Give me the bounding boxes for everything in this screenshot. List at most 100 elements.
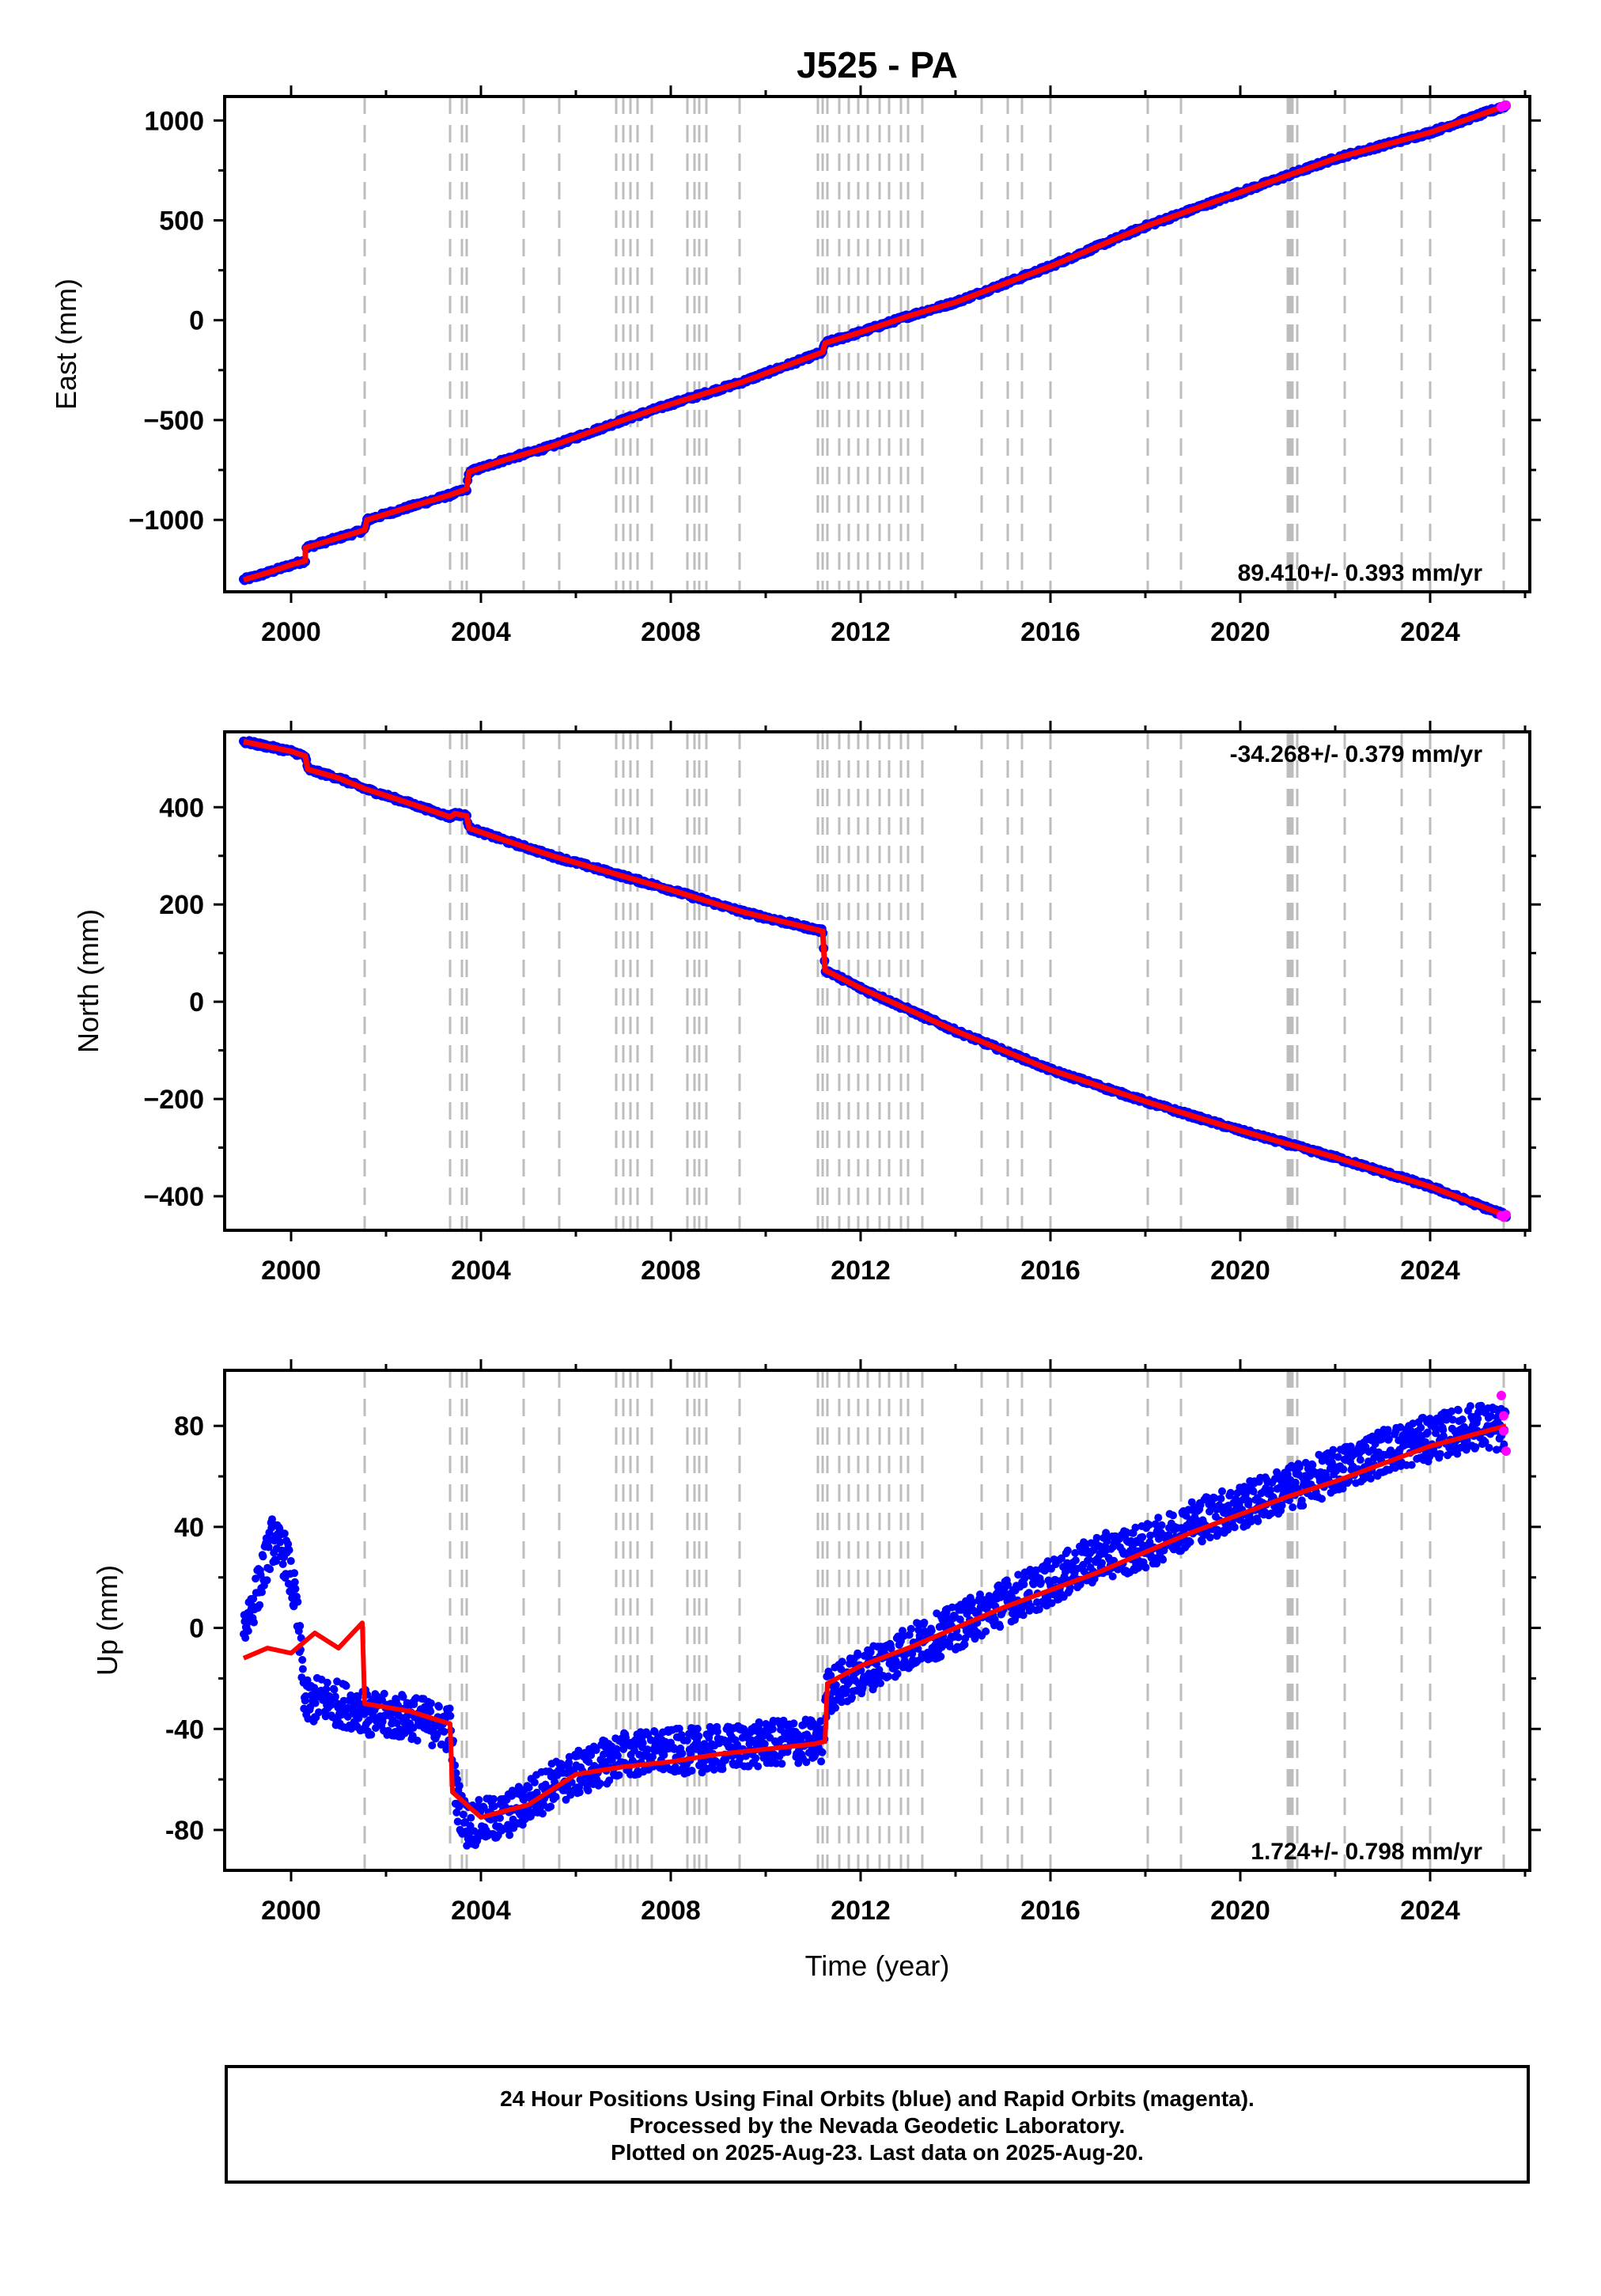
final-orbit-point xyxy=(614,1752,622,1760)
final-orbit-point xyxy=(1205,1507,1214,1516)
final-orbit-point xyxy=(580,1779,589,1786)
final-orbit-point xyxy=(290,1578,299,1586)
x-tick-label: 2020 xyxy=(1210,1256,1270,1286)
y-tick-label: 0 xyxy=(189,306,204,336)
final-orbit-point xyxy=(1339,1465,1348,1474)
final-orbit-point xyxy=(893,1669,902,1678)
final-orbit-point xyxy=(1037,1578,1045,1587)
final-orbit-point xyxy=(960,1640,969,1649)
final-orbit-point xyxy=(875,1665,884,1674)
final-orbit-point xyxy=(920,1618,929,1627)
final-orbit-point xyxy=(263,1576,271,1585)
final-orbit-point xyxy=(768,1725,777,1733)
x-tick-label: 2020 xyxy=(1210,617,1270,647)
panel-2: 2000 2004 2008 2012 2016 2020 20244002000−200−… xyxy=(72,721,1541,1286)
final-orbit-point xyxy=(530,1778,539,1786)
rapid-orbit-point xyxy=(1501,100,1511,110)
final-orbit-point xyxy=(818,1748,827,1756)
chart-title: J525 - PA xyxy=(797,44,958,85)
final-orbit-point xyxy=(298,1665,307,1673)
final-orbit-point xyxy=(258,1588,266,1597)
final-orbit-point xyxy=(1035,1605,1043,1614)
final-orbit-point xyxy=(453,1817,462,1826)
x-tick-label: 2016 xyxy=(1020,1256,1081,1286)
final-orbit-point xyxy=(842,1685,850,1694)
x-tick-label: 2004 xyxy=(451,617,511,647)
final-orbit-point xyxy=(990,1615,999,1623)
y-tick-label: 1000 xyxy=(144,106,204,136)
x-tick-label: 2008 xyxy=(641,1256,701,1286)
final-orbit-point xyxy=(1047,1599,1056,1608)
final-orbit-point xyxy=(1329,1445,1338,1454)
final-orbit-point xyxy=(433,1730,441,1738)
final-orbit-point xyxy=(827,1671,835,1680)
final-orbit-point xyxy=(655,1742,664,1751)
x-tick-label: 2000 xyxy=(261,1256,321,1286)
final-orbit-point xyxy=(1027,1602,1035,1611)
final-orbit-point xyxy=(1291,1478,1300,1487)
final-orbit-point xyxy=(293,1597,302,1606)
final-orbit-point xyxy=(678,1749,687,1758)
final-orbit-point xyxy=(1198,1537,1206,1546)
final-orbit-point xyxy=(755,1718,763,1726)
final-orbit-point xyxy=(1071,1556,1080,1565)
final-orbit-point xyxy=(927,1627,936,1635)
y-tick-label: 400 xyxy=(159,793,204,823)
final-orbit-point xyxy=(1383,1426,1392,1434)
final-orbit-point xyxy=(284,1540,293,1548)
final-orbit-point xyxy=(615,1771,623,1779)
final-orbit-point xyxy=(453,1775,461,1784)
final-orbit-point xyxy=(967,1599,976,1608)
final-orbit-point xyxy=(380,1689,388,1698)
final-orbit-point xyxy=(845,1678,853,1687)
final-orbit-point xyxy=(1131,1523,1140,1532)
y-tick-label: 500 xyxy=(159,206,204,237)
final-orbit-point xyxy=(426,1707,435,1716)
final-orbit-point xyxy=(323,1678,331,1687)
x-axis-label: Time (year) xyxy=(805,1949,950,1982)
final-orbit-point xyxy=(838,1658,846,1666)
final-orbit-point xyxy=(1019,1611,1028,1620)
final-orbit-point xyxy=(467,1813,475,1822)
final-orbit-point xyxy=(575,1788,584,1797)
final-orbit-point xyxy=(539,1809,547,1818)
final-orbit-point xyxy=(322,1685,331,1693)
final-orbit-point xyxy=(703,1764,712,1773)
x-tick-label: 2000 xyxy=(261,617,321,647)
final-orbit-point xyxy=(619,1745,628,1753)
final-orbit-point xyxy=(298,1656,307,1664)
final-orbit-point xyxy=(937,1652,945,1661)
final-orbit-point xyxy=(693,1725,702,1733)
final-orbit-point xyxy=(490,1802,498,1811)
final-orbit-point xyxy=(683,1736,691,1745)
final-orbit-point xyxy=(255,1601,264,1609)
final-orbit-point xyxy=(587,1751,596,1760)
final-orbit-point xyxy=(1230,1523,1239,1532)
final-orbit-point xyxy=(954,1633,963,1642)
final-orbit-point xyxy=(1020,1574,1029,1583)
final-orbit-point xyxy=(452,1808,461,1817)
final-orbit-point xyxy=(343,1712,352,1721)
final-orbit-point xyxy=(596,1779,604,1788)
data-layer xyxy=(240,1390,1511,1850)
y-axis-label: North (mm) xyxy=(72,909,104,1053)
final-orbit-point xyxy=(354,1693,362,1702)
final-orbit-point xyxy=(887,1644,895,1653)
final-orbit-point xyxy=(754,1762,763,1771)
final-orbit-point xyxy=(249,1594,258,1603)
final-orbit-point xyxy=(426,1699,435,1707)
final-orbit-point xyxy=(660,1751,668,1760)
final-orbit-point xyxy=(250,1618,258,1627)
final-orbit-point xyxy=(1071,1548,1080,1557)
y-tick-label: −1000 xyxy=(129,506,205,536)
final-orbit-point xyxy=(1334,1453,1342,1461)
final-orbit-point xyxy=(1186,1538,1194,1546)
final-orbit-point xyxy=(908,1650,917,1658)
final-orbit-point xyxy=(612,1745,621,1753)
final-orbit-point xyxy=(342,1681,350,1690)
final-orbit-point xyxy=(831,1680,840,1689)
final-orbit-point xyxy=(996,1623,1005,1631)
final-orbit-point xyxy=(264,1543,273,1552)
final-orbit-point xyxy=(565,1758,573,1767)
